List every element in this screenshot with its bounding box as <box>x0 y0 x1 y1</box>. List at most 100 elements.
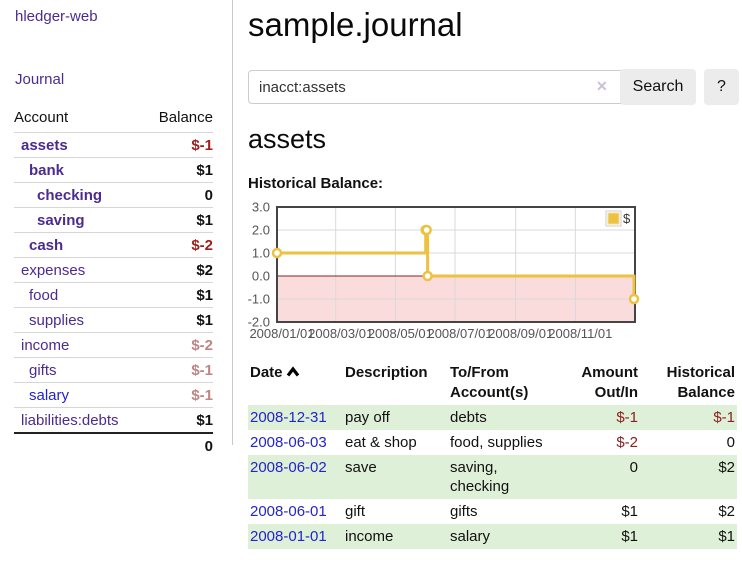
account-row: bank $1 <box>14 157 213 183</box>
account-link-salary[interactable]: salary <box>29 386 70 404</box>
x-tick-label: 2008/03/01 <box>308 326 373 341</box>
register-header-accounts: To/From Account(s) <box>450 364 529 401</box>
account-balance: $1 <box>145 407 213 433</box>
account-balance: 0 <box>145 182 213 208</box>
plot-border <box>276 206 636 323</box>
account-link-food[interactable]: food <box>29 286 59 304</box>
account-link-expenses[interactable]: expenses <box>21 261 86 279</box>
transaction-date-link[interactable]: 2008-06-03 <box>250 434 327 451</box>
accounts-total-balance: 0 <box>145 432 213 458</box>
register-body: 2008-12-31 pay off debts $-1 $-1 2008-06-03 ea… <box>248 405 737 549</box>
account-row: supplies $1 <box>14 307 213 333</box>
account-row: saving $1 <box>14 207 213 233</box>
account-link-checking[interactable]: checking <box>37 186 103 204</box>
transaction-balance: $2 <box>718 503 735 520</box>
register-header-balance: Historical Balance <box>666 364 735 401</box>
register-header-description: Description <box>345 364 428 381</box>
account-link-gifts[interactable]: gifts <box>29 361 57 379</box>
account-row: income $-2 <box>14 332 213 358</box>
y-tick-label: 1.0 <box>252 246 270 261</box>
transaction-row: 2008-06-03 eat & shop food, supplies $-2 0 <box>248 430 737 455</box>
accounts-header-account: Account <box>14 109 69 126</box>
page-title: sample.journal <box>248 6 463 43</box>
y-tick-label: 3.0 <box>252 201 270 215</box>
transaction-date-link[interactable]: 2008-01-01 <box>250 528 327 545</box>
sidebar: hledger-web Journal Account Balance asse… <box>0 0 233 458</box>
register-header-row: Date Description To/From Account(s) Amou… <box>248 361 737 405</box>
transaction-balance: $1 <box>718 528 735 545</box>
transaction-accounts: debts <box>450 409 487 426</box>
sort-asc-icon <box>286 363 300 383</box>
account-row: gifts $-1 <box>14 357 213 383</box>
historical-balance-chart: 3.0 2.0 1.0 0.0 -1.0 -2.02008/01/012008/03/01… <box>248 201 640 341</box>
transaction-row: 2008-01-01 income salary $1 $1 <box>248 524 737 549</box>
accounts-table: Account Balance assets $-1 bank $1 checking 0… <box>14 106 213 458</box>
x-tick-label: 2008/05/01 <box>368 326 433 341</box>
transaction-amount: $1 <box>621 503 638 520</box>
account-link-bank[interactable]: bank <box>29 161 65 179</box>
transaction-accounts: food, supplies <box>450 434 543 451</box>
x-tick-label: 2008/01/01 <box>249 326 314 341</box>
account-link-supplies[interactable]: supplies <box>29 311 85 329</box>
transaction-balance: $-1 <box>713 409 735 426</box>
transaction-accounts: gifts <box>450 503 478 520</box>
account-row: salary $-1 <box>14 382 213 408</box>
account-row: checking 0 <box>14 182 213 208</box>
sidebar-item-journal[interactable]: Journal <box>15 71 65 88</box>
account-link-liabilities-debts[interactable]: liabilities:debts <box>21 411 119 429</box>
account-link-saving[interactable]: saving <box>37 211 85 229</box>
account-balance: $1 <box>145 207 213 233</box>
transaction-description: save <box>345 459 377 476</box>
transaction-date-link[interactable]: 2008-06-01 <box>250 503 327 520</box>
accounts-total-row: 0 <box>14 432 213 458</box>
account-row: assets $-1 <box>14 132 213 158</box>
transaction-row: 2008-06-02 save saving, checking 0 $2 <box>248 455 737 499</box>
legend-swatch-icon <box>607 212 620 225</box>
register-header-date[interactable]: Date <box>248 361 343 405</box>
sidebar-accounts-body: assets $-1 bank $1 checking 0 saving $1 cash $-2 e… <box>14 132 213 458</box>
account-link-assets[interactable]: assets <box>21 136 68 154</box>
transaction-row: 2008-12-31 pay off debts $-1 $-1 <box>248 405 737 430</box>
accounts-header-balance: Balance <box>158 109 213 126</box>
date-header-label: Date <box>250 364 283 381</box>
transaction-amount: 0 <box>629 459 638 476</box>
chart-title: Historical Balance: <box>248 175 384 192</box>
transaction-accounts: salary <box>450 528 491 545</box>
account-balance: $1 <box>145 282 213 308</box>
register-table: Date Description To/From Account(s) Amou… <box>248 361 737 549</box>
account-balance: $1 <box>145 157 213 183</box>
transaction-balance: $2 <box>718 459 735 476</box>
transaction-description: income <box>345 528 394 545</box>
y-tick-label: -2.0 <box>248 315 270 330</box>
x-tick-label: 2008/09/01 <box>488 326 553 341</box>
search-button[interactable]: Search <box>620 69 696 105</box>
account-link-cash[interactable]: cash <box>29 236 64 254</box>
account-balance: $-2 <box>145 232 213 258</box>
account-link-income[interactable]: income <box>21 336 70 354</box>
account-heading: assets <box>248 124 327 154</box>
account-balance: $-2 <box>145 332 213 358</box>
account-balance: $-1 <box>145 382 213 408</box>
transaction-date-link[interactable]: 2008-06-02 <box>250 459 327 476</box>
transaction-description: pay off <box>345 409 390 426</box>
y-tick-label: 2.0 <box>252 223 270 238</box>
data-point-marker <box>628 293 640 305</box>
transaction-row: 2008-06-01 gift gifts $1 $2 <box>248 499 737 524</box>
x-tick-label: 2008/07/01 <box>427 326 492 341</box>
account-row: cash $-2 <box>14 232 213 258</box>
x-tick-label: 2008/11/01 <box>548 326 612 341</box>
account-row: liabilities:debts $1 <box>14 407 213 433</box>
data-point-marker <box>271 247 283 259</box>
transaction-amount: $-1 <box>616 409 638 426</box>
brand-link[interactable]: hledger-web <box>15 8 98 25</box>
transaction-description: gift <box>345 503 366 520</box>
search-input[interactable] <box>248 70 638 104</box>
account-row: expenses $2 <box>14 257 213 283</box>
help-button[interactable]: ? <box>704 69 739 105</box>
account-balance: $1 <box>145 307 213 333</box>
legend-label: $ <box>623 211 631 226</box>
transaction-balance: 0 <box>726 434 735 451</box>
transaction-date-link[interactable]: 2008-12-31 <box>250 409 327 426</box>
clear-search-icon[interactable]: ✕ <box>596 78 608 94</box>
